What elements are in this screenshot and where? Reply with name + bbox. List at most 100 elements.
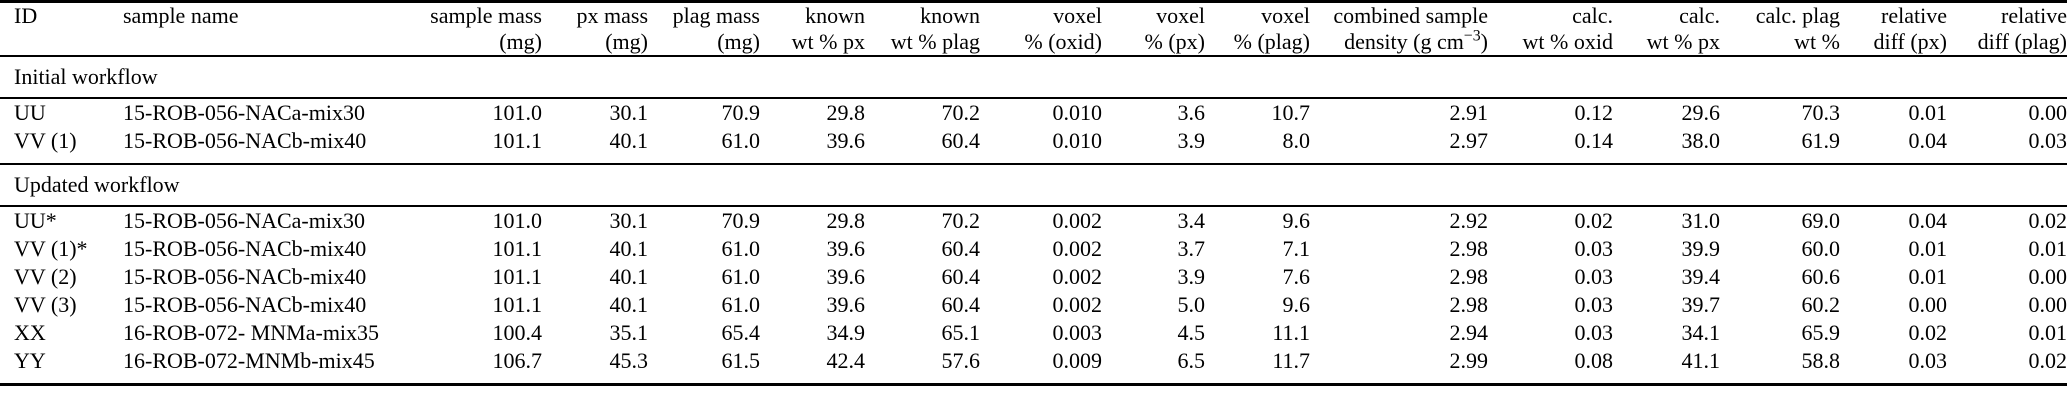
table-header: ID sample name sample mass (mg) px mass … (0, 1, 2067, 57)
cell-known-wt-plag: 60.4 (941, 264, 981, 289)
col-header-line2: wt % px (791, 29, 865, 54)
cell-calc-wt-oxid: 0.08 (1574, 348, 1614, 373)
col-header-calc-wt-oxid: calc. wt % oxid (1488, 1, 1613, 57)
cell-id: VV (1) (14, 128, 77, 153)
cell-voxel-oxid: 0.010 (1052, 100, 1103, 125)
col-header-line2: (mg) (717, 29, 760, 54)
cell-sample-mass: 100.4 (492, 320, 543, 345)
cell-px-mass: 40.1 (609, 292, 649, 317)
cell-voxel-px: 3.7 (1177, 236, 1206, 261)
cell-voxel-px: 3.9 (1177, 128, 1206, 153)
col-header-line1: ID (14, 3, 38, 28)
cell-sample-mass: 101.1 (492, 292, 543, 317)
cell-voxel-plag: 9.6 (1282, 292, 1311, 317)
cell-voxel-px: 3.6 (1177, 100, 1206, 125)
col-header-line1: voxel (1156, 3, 1205, 28)
cell-id: VV (3) (14, 292, 77, 317)
col-header-line2: diff (plag) (1977, 29, 2067, 54)
col-header-line1: voxel (1053, 3, 1102, 28)
cell-known-wt-plag: 65.1 (941, 320, 981, 345)
cell-id: XX (14, 320, 46, 345)
cell-calc-plag-wt: 70.3 (1801, 100, 1841, 125)
col-header-line2: (mg) (605, 29, 648, 54)
col-header-line2: (mg) (499, 29, 542, 54)
cell-sample-name: 15-ROB-056-NACb-mix40 (123, 264, 367, 289)
cell-calc-wt-oxid: 0.03 (1574, 292, 1614, 317)
cell-calc-wt-px: 38.0 (1681, 128, 1721, 153)
cell-calc-plag-wt: 61.9 (1801, 128, 1841, 153)
col-header-line2: density (g cm−3) (1310, 27, 1488, 55)
cell-relative-diff-plag: 0.00 (2028, 292, 2067, 317)
cell-voxel-plag: 11.7 (1272, 348, 1310, 373)
cell-relative-diff-plag: 0.02 (2028, 208, 2067, 233)
section-updated-workflow: Updated workflow UU* 15-ROB-056-NACa-mix… (0, 163, 2067, 385)
cell-voxel-oxid: 0.002 (1052, 208, 1103, 233)
cell-px-mass: 30.1 (609, 208, 649, 233)
cell-voxel-px: 6.5 (1177, 348, 1206, 373)
cell-sample-name: 15-ROB-056-NACa-mix30 (123, 100, 365, 125)
cell-voxel-plag: 7.6 (1282, 264, 1311, 289)
cell-plag-mass: 61.0 (721, 236, 761, 261)
cell-sample-mass: 106.7 (492, 348, 543, 373)
cell-calc-wt-px: 39.4 (1681, 264, 1721, 289)
col-header-line1: sample mass (430, 3, 542, 28)
col-header-line1: relative (2001, 3, 2067, 28)
cell-voxel-oxid: 0.009 (1052, 348, 1103, 373)
col-header-line1: known (805, 3, 865, 28)
cell-relative-diff-px: 0.01 (1908, 100, 1948, 125)
cell-combined-density: 2.99 (1449, 348, 1489, 373)
cell-known-wt-px: 39.6 (826, 264, 866, 289)
cell-voxel-oxid: 0.010 (1052, 128, 1103, 153)
col-header-line2: diff (px) (1873, 29, 1947, 54)
cell-combined-density: 2.98 (1449, 264, 1489, 289)
col-header-px-mass: px mass (mg) (542, 1, 649, 57)
col-header-line1: known (920, 3, 980, 28)
density-unit-prefix: density (g cm (1344, 29, 1464, 54)
col-header-line2: wt % oxid (1522, 29, 1613, 54)
col-header-line1: plag mass (672, 3, 760, 28)
cell-calc-plag-wt: 69.0 (1801, 208, 1841, 233)
table-row: VV (2) 15-ROB-056-NACb-mix40 101.1 40.1 … (0, 263, 2067, 291)
col-header-line1: voxel (1261, 3, 1310, 28)
cell-relative-diff-plag: 0.01 (2028, 320, 2067, 345)
cell-calc-wt-oxid: 0.02 (1574, 208, 1614, 233)
table-row: YY 16-ROB-072-MNMb-mix45 106.7 45.3 61.5… (0, 347, 2067, 385)
cell-id: UU (14, 100, 46, 125)
col-header-line1: relative (1881, 3, 1947, 28)
table-row: UU* 15-ROB-056-NACa-mix30 101.0 30.1 70.… (0, 206, 2067, 235)
cell-relative-diff-px: 0.04 (1908, 128, 1948, 153)
cell-relative-diff-plag: 0.02 (2028, 348, 2067, 373)
col-header-line1: calc. (1679, 3, 1720, 28)
col-header-combined-density: combined sample density (g cm−3) (1310, 1, 1488, 57)
cell-known-wt-px: 42.4 (826, 348, 866, 373)
cell-known-wt-plag: 60.4 (941, 128, 981, 153)
cell-calc-plag-wt: 60.0 (1801, 236, 1841, 261)
cell-known-wt-plag: 60.4 (941, 292, 981, 317)
cell-calc-plag-wt: 60.2 (1801, 292, 1841, 317)
cell-calc-wt-oxid: 0.03 (1574, 320, 1614, 345)
cell-known-wt-plag: 57.6 (941, 348, 981, 373)
cell-voxel-px: 5.0 (1177, 292, 1206, 317)
cell-voxel-px: 3.4 (1177, 208, 1206, 233)
cell-known-wt-px: 39.6 (826, 292, 866, 317)
cell-relative-diff-px: 0.02 (1908, 320, 1948, 345)
cell-calc-wt-oxid: 0.03 (1574, 264, 1614, 289)
col-header-line2: % (oxid) (1024, 29, 1102, 54)
cell-px-mass: 40.1 (609, 128, 649, 153)
cell-voxel-oxid: 0.002 (1052, 292, 1103, 317)
cell-voxel-oxid: 0.003 (1052, 320, 1103, 345)
cell-sample-name: 15-ROB-056-NACb-mix40 (123, 236, 367, 261)
cell-px-mass: 35.1 (609, 320, 649, 345)
col-header-line1: px mass (576, 3, 649, 28)
cell-sample-name: 15-ROB-056-NACb-mix40 (123, 128, 367, 153)
col-header-relative-diff-px: relative diff (px) (1840, 1, 1947, 57)
density-unit-exponent: −3 (1463, 27, 1481, 45)
cell-calc-plag-wt: 65.9 (1801, 320, 1841, 345)
cell-relative-diff-px: 0.04 (1908, 208, 1948, 233)
col-header-relative-diff-plag: relative diff (plag) (1947, 1, 2067, 57)
table-row: XX 16-ROB-072- MNMa-mix35 100.4 35.1 65.… (0, 319, 2067, 347)
cell-plag-mass: 61.0 (721, 292, 761, 317)
col-header-line2 (123, 29, 410, 55)
col-header-line2: % (plag) (1233, 29, 1310, 54)
